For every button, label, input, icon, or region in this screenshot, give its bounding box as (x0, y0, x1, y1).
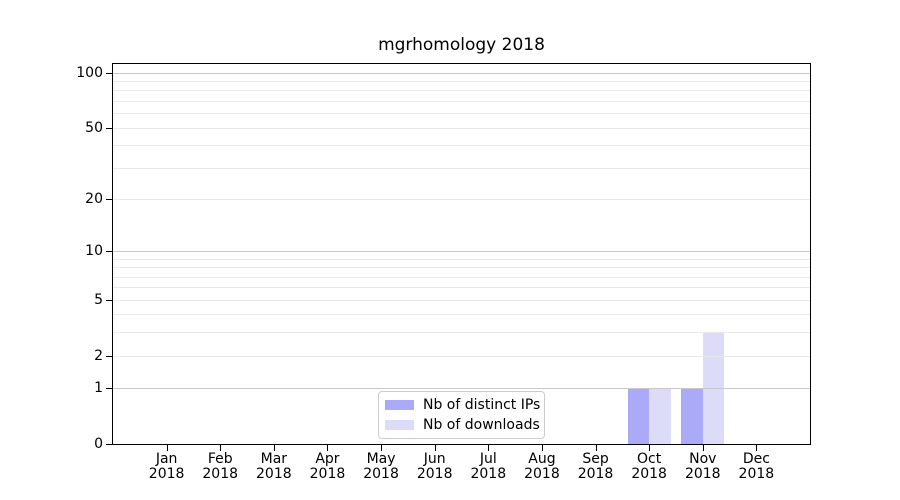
minor-gridline (113, 332, 810, 334)
x-axis-tick (434, 444, 436, 451)
minor-gridline (113, 198, 810, 200)
x-axis-tick (702, 444, 704, 451)
minor-gridline (113, 314, 810, 316)
x-axis-tick-label: Feb 2018 (202, 451, 239, 482)
x-axis-tick-label: Dec 2018 (738, 451, 775, 482)
x-axis-tick (220, 444, 222, 451)
chart-title: mgrhomology 2018 (378, 35, 545, 55)
y-axis-tick-label: 0 (94, 436, 103, 452)
x-axis-tick (166, 444, 168, 451)
y-axis-tick-label: 50 (85, 119, 103, 136)
y-axis-tick (106, 198, 112, 200)
y-axis-tick (106, 388, 112, 390)
y-axis-tick (106, 355, 112, 357)
x-axis-tick-label: Mar 2018 (256, 451, 292, 482)
minor-gridline (113, 127, 810, 129)
x-axis-tick-label: Nov 2018 (684, 451, 721, 482)
legend-label: Nb of downloads (423, 417, 540, 434)
bar-distinct-ips (627, 388, 650, 444)
y-axis-tick-label: 10 (85, 242, 103, 259)
legend-swatch (385, 420, 414, 431)
y-axis-tick-label: 100 (76, 64, 103, 81)
minor-gridline (113, 267, 810, 269)
legend-swatch (385, 399, 414, 410)
major-gridline (113, 388, 810, 390)
x-axis-tick (595, 444, 597, 451)
x-axis-tick (273, 444, 275, 451)
bar-downloads (649, 388, 671, 444)
x-axis-tick-label: Jun 2018 (416, 451, 453, 482)
legend-label: Nb of distinct IPs (423, 396, 541, 413)
bar-distinct-ips (681, 388, 703, 444)
minor-gridline (113, 355, 810, 357)
y-axis-tick-label: 5 (94, 291, 103, 308)
minor-gridline (113, 167, 810, 169)
x-axis-tick-label: Oct 2018 (631, 451, 667, 482)
minor-gridline (113, 113, 810, 115)
minor-gridline (113, 299, 810, 301)
x-axis-tick-label: Apr 2018 (309, 451, 346, 482)
x-axis-tick-label: Jan 2018 (148, 451, 185, 482)
major-gridline (113, 72, 810, 74)
y-axis-tick-label: 20 (85, 190, 103, 207)
minor-gridline (113, 80, 810, 82)
x-axis-tick (488, 444, 490, 451)
minor-gridline (113, 100, 810, 102)
x-axis-tick-label: May 2018 (363, 451, 399, 482)
minor-gridline (113, 287, 810, 289)
y-axis-tick (106, 444, 112, 445)
x-axis-tick (756, 444, 758, 451)
y-axis-tick (106, 127, 112, 129)
major-gridline (113, 250, 810, 252)
x-axis-tick (541, 444, 543, 451)
y-axis-tick-label: 1 (94, 380, 103, 397)
x-axis-tick-label: Sep 2018 (577, 451, 614, 482)
y-axis-tick-label: 2 (94, 347, 103, 364)
legend-item-distinct-ips: Nb of distinct IPs (385, 395, 541, 415)
legend: Nb of distinct IPs Nb of downloads (378, 391, 545, 439)
minor-gridline (113, 276, 810, 278)
x-axis-tick (327, 444, 329, 451)
y-axis-tick (106, 250, 112, 252)
x-axis-tick-label: Jul 2018 (470, 451, 507, 482)
legend-item-downloads: Nb of downloads (385, 415, 540, 435)
x-axis-tick (381, 444, 383, 451)
x-axis-tick-label: Aug 2018 (524, 451, 560, 482)
minor-gridline (113, 258, 810, 260)
minor-gridline (113, 90, 810, 92)
y-axis-tick (106, 72, 112, 74)
plot-area: Nb of distinct IPs Nb of downloads 0 1 2 5 1… (76, 63, 811, 482)
y-axis-tick (106, 299, 112, 301)
x-axis-tick (649, 444, 651, 451)
minor-gridline (113, 145, 810, 147)
